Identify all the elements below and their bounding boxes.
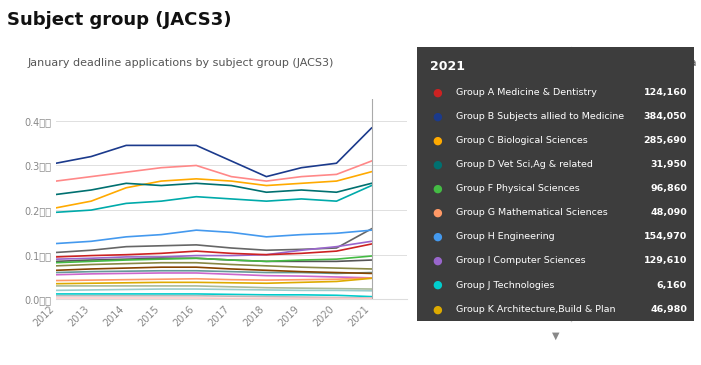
Text: January deadline a: January deadline a xyxy=(592,58,697,68)
Text: 96,860: 96,860 xyxy=(650,184,687,193)
Text: ●  Gr...: ● Gr... xyxy=(417,247,449,256)
Text: Group B Subjects allied to Medicine: Group B Subjects allied to Medicine xyxy=(456,112,624,121)
Text: 154,970: 154,970 xyxy=(644,233,687,241)
Text: ●  Gr...: ● Gr... xyxy=(417,123,449,132)
Text: ●: ● xyxy=(433,256,442,266)
Text: Group F Physical Sciences: Group F Physical Sciences xyxy=(456,184,580,193)
Text: ●  Gr...: ● Gr... xyxy=(417,98,449,107)
Text: 124,160: 124,160 xyxy=(644,88,687,97)
Text: Group K Architecture,Build & Plan: Group K Architecture,Build & Plan xyxy=(456,305,615,314)
Text: Group A Medicine & Dentistry: Group A Medicine & Dentistry xyxy=(456,88,597,97)
Text: ●  Gr...: ● Gr... xyxy=(417,173,449,181)
Text: 384,050: 384,050 xyxy=(644,112,687,121)
Text: ●: ● xyxy=(433,111,442,122)
Text: Group H Engineering: Group H Engineering xyxy=(456,233,554,241)
Text: ●: ● xyxy=(433,304,442,314)
Text: Group G Mathematical Sciences: Group G Mathematical Sciences xyxy=(456,208,607,217)
Text: ●: ● xyxy=(433,232,442,242)
Text: Group I Computer Sciences: Group I Computer Sciences xyxy=(456,257,585,265)
Text: 129,610: 129,610 xyxy=(644,257,687,265)
Text: ●  Gr...: ● Gr... xyxy=(417,222,449,231)
Text: 46,980: 46,980 xyxy=(650,305,687,314)
Text: ●  Gr...: ● Gr... xyxy=(417,49,449,57)
Text: 2021: 2021 xyxy=(430,60,465,73)
Text: ●  Gr...: ● Gr... xyxy=(417,197,449,206)
Text: Subject group (JACS3): Subject group (JACS3) xyxy=(7,11,231,29)
Text: Group C Biological Sciences: Group C Biological Sciences xyxy=(456,136,587,145)
Text: 6,160: 6,160 xyxy=(657,281,687,289)
Text: ●: ● xyxy=(433,280,442,290)
Text: January deadline applications by subject group (JACS3): January deadline applications by subject… xyxy=(28,58,334,68)
Text: ●: ● xyxy=(433,87,442,97)
Text: 31,950: 31,950 xyxy=(651,160,687,169)
Text: 48,090: 48,090 xyxy=(651,208,687,217)
Text: Group J Technologies: Group J Technologies xyxy=(456,281,554,289)
Text: ●  Gr...: ● Gr... xyxy=(417,73,449,82)
Text: ●: ● xyxy=(433,184,442,194)
Text: Group D Vet Sci,Ag & related: Group D Vet Sci,Ag & related xyxy=(456,160,592,169)
Text: ●: ● xyxy=(433,208,442,218)
Text: ●: ● xyxy=(433,160,442,170)
Text: ●  Gr...: ● Gr... xyxy=(417,272,449,281)
Text: ●  Gr...: ● Gr... xyxy=(417,297,449,306)
Text: ▼: ▼ xyxy=(552,330,559,340)
Text: ●  Gr...: ● Gr... xyxy=(417,148,449,157)
Text: ●: ● xyxy=(433,135,442,146)
Text: 285,690: 285,690 xyxy=(644,136,687,145)
